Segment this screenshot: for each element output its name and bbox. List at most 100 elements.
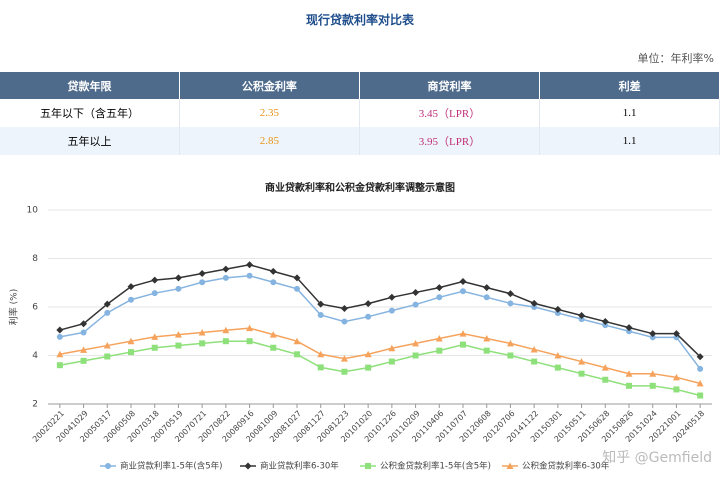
data-point [626, 382, 632, 389]
cell: 2.85 [179, 127, 360, 155]
data-point [435, 335, 443, 342]
data-point [578, 358, 586, 365]
data-point [460, 341, 466, 348]
y-tick-label: 10 [27, 206, 39, 216]
data-point [412, 339, 420, 347]
data-point [554, 310, 561, 317]
data-point [222, 338, 229, 345]
data-point [435, 284, 443, 292]
data-point [270, 344, 277, 351]
data-point [364, 350, 372, 358]
data-point [506, 290, 514, 298]
cell: 3.45（LPR） [359, 99, 541, 127]
cell: 五年以下（含五年） [0, 99, 180, 127]
header-cell: 贷款年限 [0, 72, 180, 99]
data-point [175, 285, 182, 292]
y-tick-label: 2 [32, 400, 38, 410]
data-point [340, 355, 348, 362]
data-point [198, 270, 206, 278]
data-point [294, 351, 300, 358]
data-point [317, 364, 324, 371]
data-point [246, 338, 253, 345]
data-point [151, 276, 159, 284]
cell: 1.1 [539, 127, 720, 155]
data-point [672, 330, 680, 338]
series-line [59, 327, 701, 385]
series-line [59, 340, 701, 397]
data-point [697, 365, 704, 372]
data-point [80, 320, 88, 328]
data-point [696, 353, 704, 361]
data-point [578, 311, 586, 319]
data-point [388, 344, 396, 352]
data-point [554, 352, 562, 359]
data-point [530, 345, 538, 353]
y-tick-label: 6 [32, 303, 38, 313]
data-point [269, 267, 277, 275]
data-point [246, 261, 254, 269]
data-point [601, 364, 609, 371]
watermark: 知乎 @Gemfield [602, 449, 712, 466]
cell: 2.35 [179, 99, 360, 127]
data-point [459, 330, 467, 337]
data-point [198, 328, 206, 336]
data-point [388, 358, 395, 365]
data-point [483, 284, 491, 292]
legend-marker [365, 463, 371, 469]
data-point [625, 370, 633, 377]
legend-label: 商业贷款利率6-30年 [260, 461, 339, 472]
series-line [59, 274, 701, 370]
data-point [151, 333, 159, 340]
data-point [56, 350, 64, 358]
data-point [365, 364, 372, 371]
data-point [293, 337, 301, 345]
data-point [246, 272, 253, 279]
data-point [175, 342, 182, 349]
data-point [174, 274, 182, 282]
y-tick-label: 4 [32, 351, 38, 361]
data-point [199, 340, 206, 347]
legend-label: 商业贷款利率1-5年(含5年) [120, 461, 222, 472]
data-point [601, 318, 609, 326]
unit-note: 单位：年利率% [637, 52, 714, 65]
data-point [80, 357, 87, 364]
data-point [103, 342, 111, 349]
data-point [673, 386, 680, 393]
data-point [104, 309, 111, 316]
data-point [317, 312, 324, 319]
data-point [151, 344, 158, 351]
data-point [56, 326, 64, 334]
y-tick-label: 8 [32, 254, 38, 264]
data-point [459, 278, 467, 286]
data-point [80, 329, 87, 336]
data-point [388, 307, 395, 314]
data-point [436, 347, 443, 354]
data-point [341, 368, 348, 375]
data-point [293, 274, 301, 282]
legend-marker [244, 462, 252, 470]
data-point [128, 296, 134, 303]
series-line [59, 264, 701, 358]
data-point [127, 283, 135, 291]
data-point [80, 346, 88, 353]
data-point [270, 279, 277, 286]
data-point [340, 304, 348, 312]
rate-table: 贷款年限 公积金利率 商贷利率 利差 五年以下（含五年） 2.35 3.45（LPR） 1.… [0, 72, 720, 155]
data-point [127, 337, 135, 345]
data-point [151, 290, 158, 297]
data-point [530, 299, 538, 307]
data-point [412, 301, 419, 308]
data-point [483, 294, 490, 301]
data-point [412, 352, 419, 359]
data-point [388, 293, 396, 301]
data-point [672, 373, 680, 381]
data-point [531, 358, 538, 365]
data-point [222, 265, 230, 273]
data-point [103, 300, 111, 308]
data-point [602, 322, 609, 329]
data-point [578, 316, 585, 323]
data-point [460, 288, 466, 295]
data-point [412, 288, 420, 296]
data-point [128, 349, 134, 356]
